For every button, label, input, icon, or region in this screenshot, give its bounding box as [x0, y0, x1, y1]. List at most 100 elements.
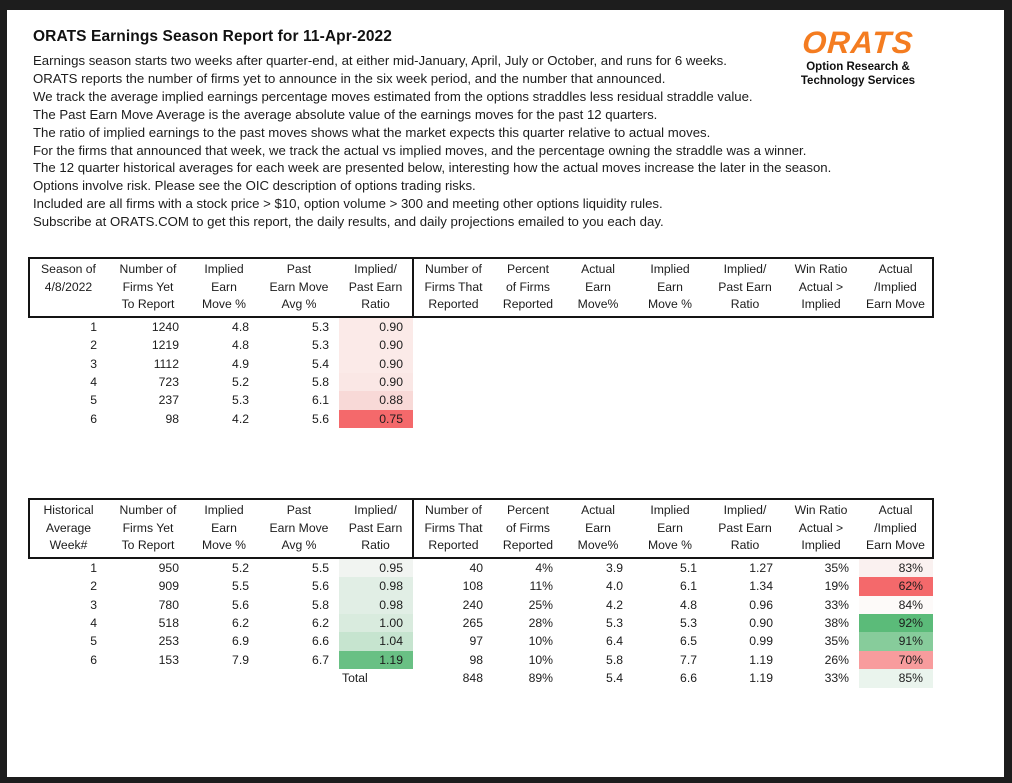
cell	[29, 669, 107, 687]
cell	[413, 336, 493, 354]
cell	[413, 355, 493, 373]
cell: 4.8	[680, 597, 697, 612]
intro-line: We track the average implied earnings pe…	[33, 88, 753, 104]
column-header: Historical Average Week#	[28, 498, 107, 559]
cell	[189, 669, 259, 687]
cell	[563, 410, 633, 428]
intro-line: Included are all firms with a stock pric…	[33, 196, 663, 212]
cell: 10%	[528, 634, 553, 649]
column-header: Win Ratio Actual > Implied	[783, 257, 859, 318]
cell: 5.8	[312, 597, 329, 612]
cell: 5.8	[312, 375, 329, 389]
ratio-cell: 0.95	[339, 557, 413, 578]
table-row: 6 153 7.9 6.7 1.19 98 10% 5.8 7.7 1.19 2…	[29, 650, 933, 670]
cell: 5.2	[232, 560, 249, 575]
cell	[563, 355, 633, 373]
cell-week: 3	[90, 356, 97, 371]
actual-implied-cell: 83%	[859, 557, 933, 578]
cell: 33%	[824, 597, 849, 612]
historical-table: Historical Average Week# Number of Firms…	[28, 498, 934, 688]
column-header: Season of 4/8/2022	[28, 257, 107, 318]
intro-line: Earnings season starts two weeks after q…	[33, 53, 727, 68]
cell: 35%	[824, 560, 849, 575]
cell	[107, 669, 189, 687]
cell	[413, 391, 493, 409]
cell	[707, 355, 783, 373]
cell: 3.9	[606, 560, 623, 575]
cell: 35%	[824, 634, 849, 649]
cell-week: 1	[90, 319, 97, 334]
cell: 38%	[824, 616, 849, 630]
column-header: Number of Firms That Reported	[412, 257, 493, 318]
cell: 6.7	[312, 652, 329, 667]
cell: 11%	[529, 579, 554, 594]
cell-week: 2	[90, 338, 97, 353]
cell-week: 6	[90, 411, 97, 426]
cell: 5.6	[312, 411, 329, 426]
cell: 4.9	[232, 356, 249, 371]
cell: 240	[462, 597, 483, 612]
cell: 237	[158, 393, 179, 408]
cell	[859, 410, 933, 428]
cell: 153	[158, 652, 179, 667]
intro-line: The ratio of implied earnings to the pas…	[33, 124, 711, 140]
cell	[413, 410, 493, 428]
cell: 265	[462, 616, 483, 630]
column-header: Implied Earn Move %	[189, 257, 259, 318]
cell: 97	[469, 634, 483, 649]
ratio-cell: 1.00	[339, 614, 413, 633]
actual-implied-cell: 84%	[859, 595, 933, 614]
actual-implied-cell: 92%	[859, 614, 933, 633]
cell	[707, 410, 783, 428]
cell: 4.8	[232, 319, 249, 334]
table-row: 3 1112 4.9 5.4 0.90	[29, 354, 933, 373]
column-header: Implied/ Past Earn Ratio	[707, 257, 783, 318]
total-row: Total 848 89% 5.4 6.6 1.19 33% 85%	[29, 669, 933, 688]
cell: 5.6	[312, 579, 329, 594]
cell: 5.3	[232, 393, 249, 408]
intro-line: The 12 quarter historical averages for e…	[33, 160, 832, 176]
cell: 28%	[528, 616, 553, 630]
cell	[493, 336, 563, 354]
column-header: Actual /Implied Earn Move	[859, 498, 934, 559]
cell: 19%	[824, 579, 849, 594]
cell	[493, 373, 563, 391]
cell	[783, 317, 859, 336]
cell: 4.2	[606, 597, 623, 612]
cell-week: 3	[90, 597, 97, 612]
report-page: ORATS Earnings Season Report for 11-Apr-…	[7, 10, 1004, 777]
cell-week: 5	[90, 393, 97, 408]
cell: 253	[158, 634, 179, 649]
cell-week: 6	[90, 652, 97, 667]
cell: 6.6	[680, 671, 697, 686]
ratio-cell: 0.88	[339, 391, 413, 410]
column-header: Past Earn Move Avg %	[259, 257, 339, 318]
cell	[859, 336, 933, 354]
cell: 5.6	[232, 597, 249, 612]
cell: 0.99	[749, 634, 773, 649]
column-header: Number of Firms That Reported	[412, 498, 493, 559]
cell	[707, 317, 783, 336]
ratio-cell: 0.90	[339, 354, 413, 373]
cell: 5.1	[680, 560, 697, 575]
actual-implied-cell: 70%	[859, 650, 933, 670]
cell: 0.96	[749, 597, 773, 612]
intro-line: ORATS reports the number of firms yet to…	[33, 70, 666, 86]
cell-week: 4	[90, 616, 97, 630]
table-row: 3 780 5.6 5.8 0.98 240 25% 4.2 4.8 0.96 …	[29, 595, 933, 614]
cell: 5.4	[312, 356, 329, 371]
cell	[859, 373, 933, 391]
cell	[783, 391, 859, 409]
cell: 4.0	[606, 579, 623, 594]
cell	[707, 391, 783, 409]
column-header: Implied Earn Move %	[189, 498, 259, 559]
cell: 40	[469, 560, 483, 575]
cell: 6.6	[312, 634, 329, 649]
cell: 909	[158, 579, 179, 594]
table-row: 5 237 5.3 6.1 0.88	[29, 391, 933, 410]
cell	[783, 410, 859, 428]
table-row: 2 1219 4.8 5.3 0.90	[29, 336, 933, 355]
cell: 5.3	[312, 319, 329, 334]
cell	[707, 336, 783, 354]
cell	[413, 373, 493, 391]
